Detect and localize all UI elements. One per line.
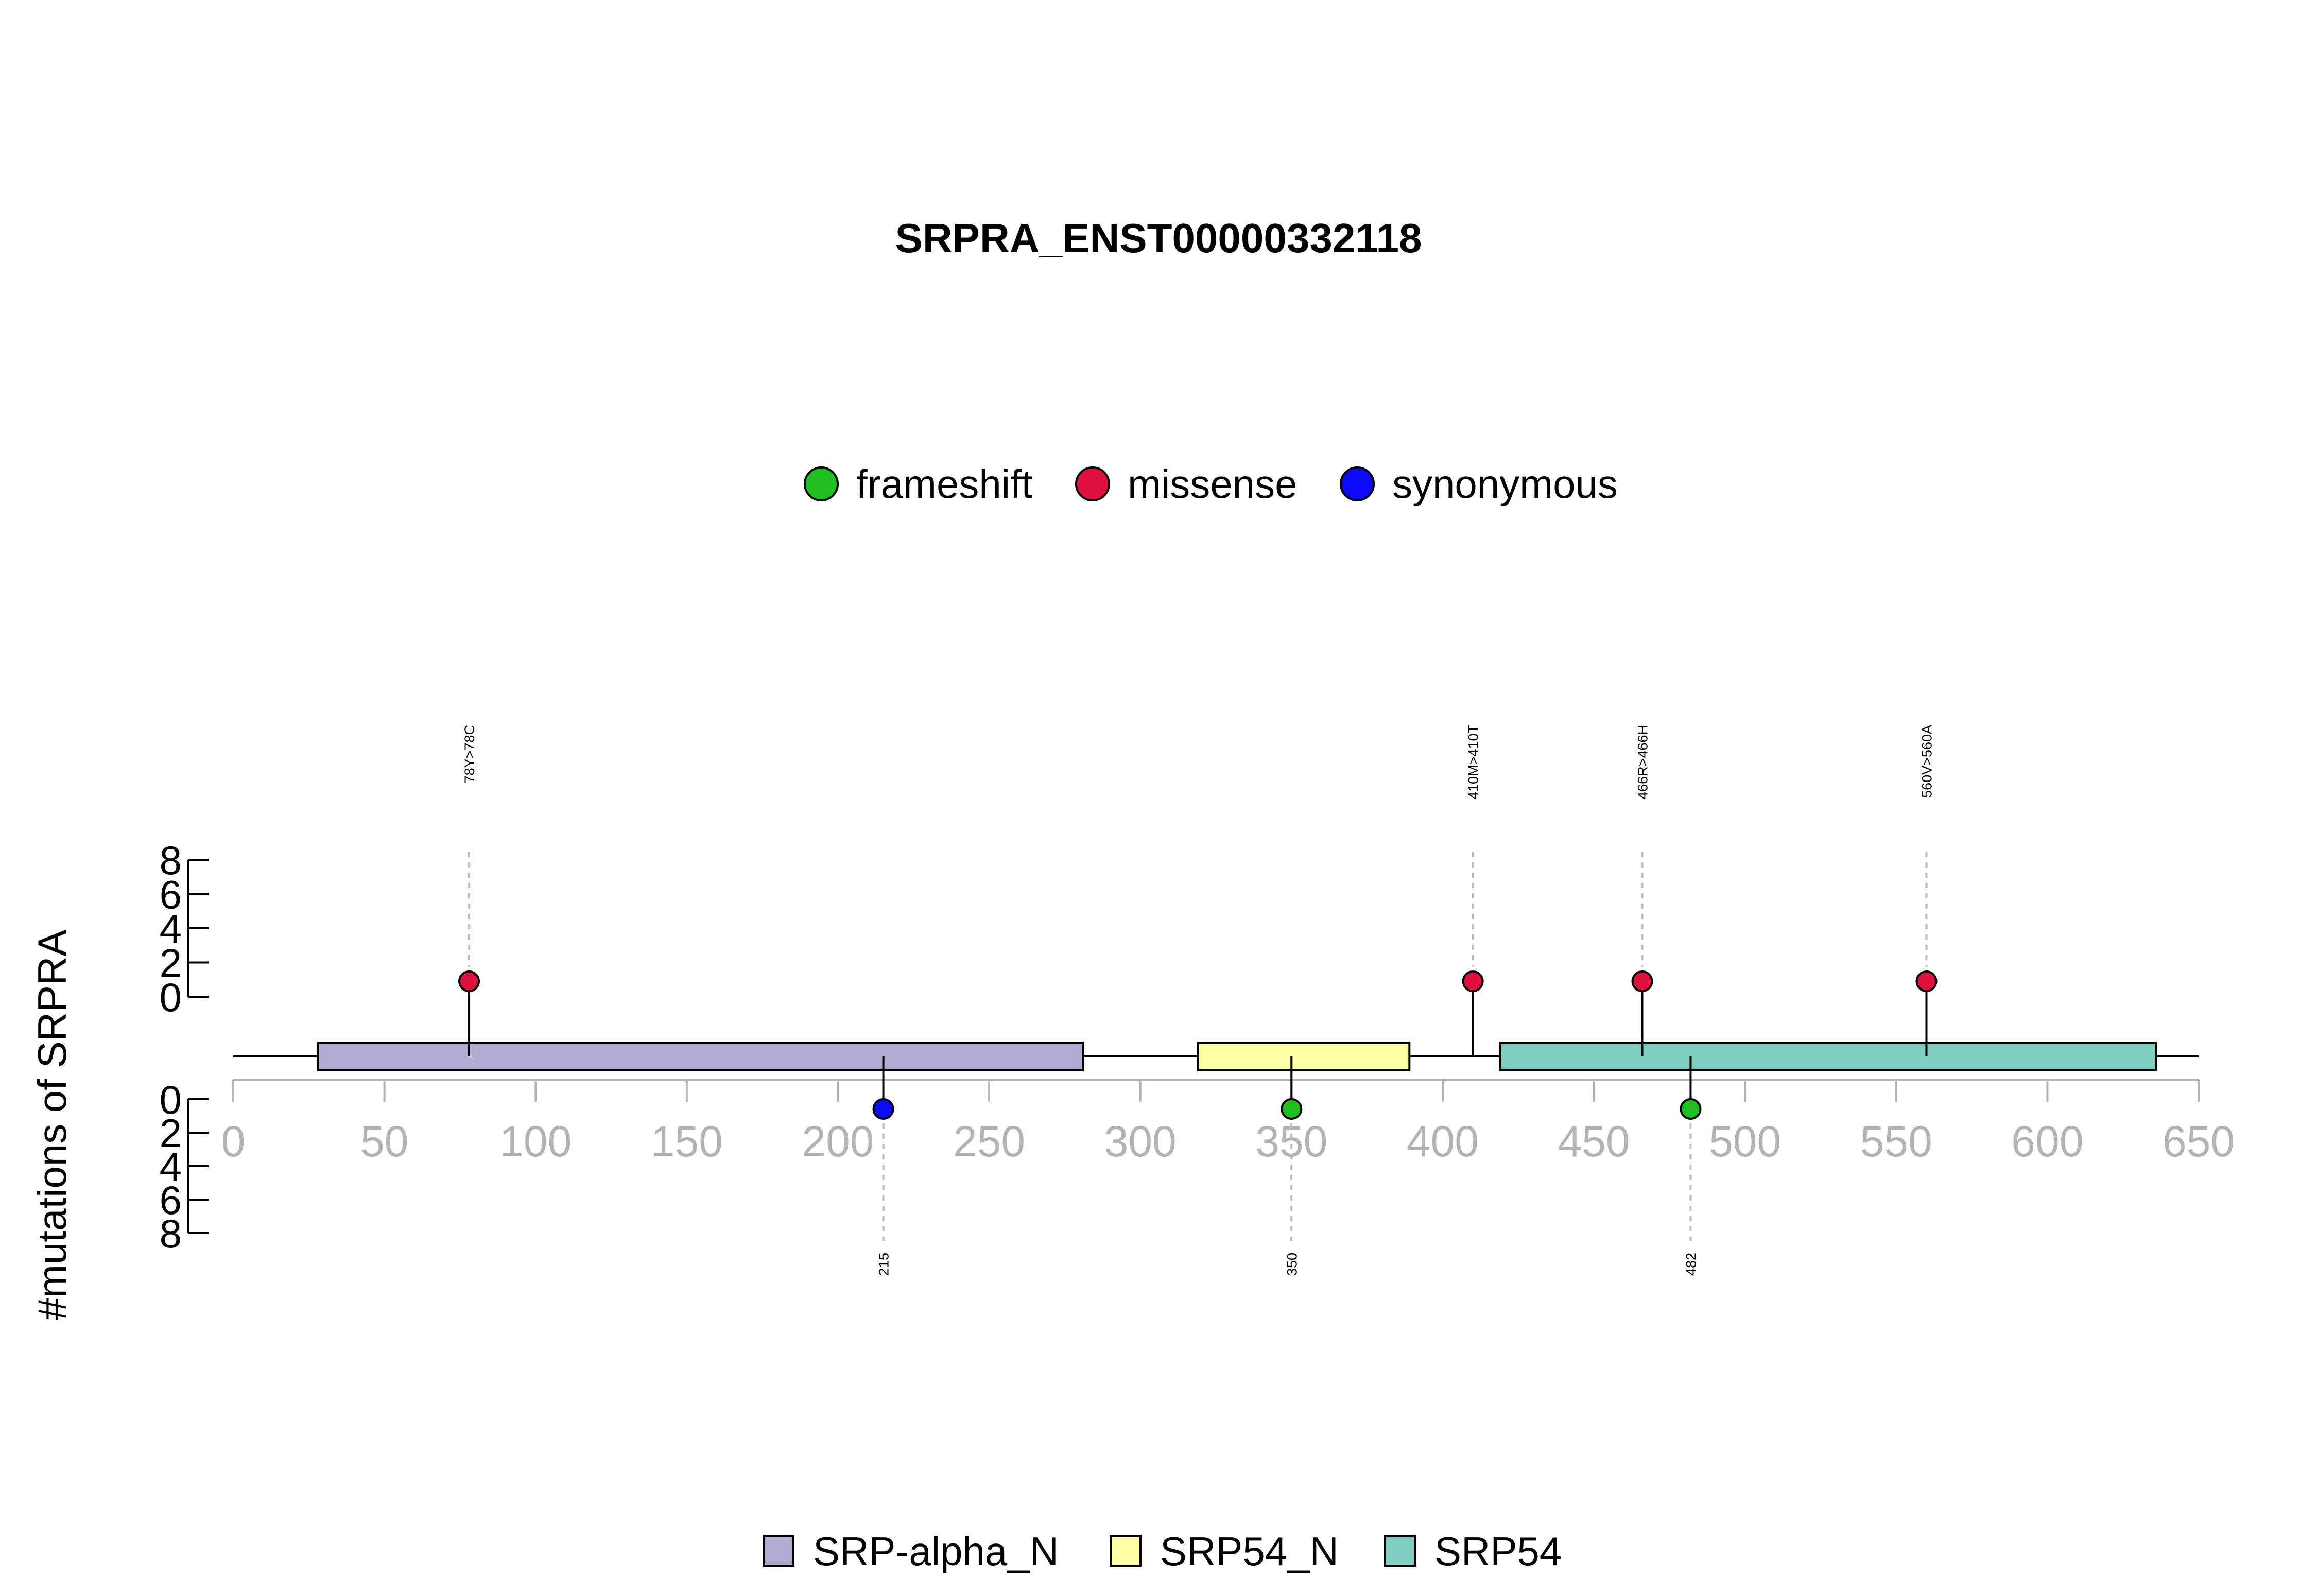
y-tick-label-top: 8 — [160, 838, 182, 883]
mutation-point — [872, 1098, 894, 1120]
y-tick-label-top: 6 — [160, 872, 182, 917]
legend-swatch-frameshift — [804, 466, 839, 501]
domain-box-SRP54_N — [1197, 1042, 1411, 1071]
x-tick-label: 400 — [1407, 1117, 1479, 1166]
mutation-215: 215 — [872, 1056, 894, 1276]
x-tick-label: 300 — [1104, 1117, 1177, 1166]
mutation-label: 350 — [1284, 1253, 1300, 1276]
x-axis: 0 50 100 150 200 250 300 350 400 450 500 550 600 650 — [221, 1079, 2235, 1166]
y-tick-label-bottom: 4 — [160, 1144, 182, 1189]
mutation-point — [1281, 1098, 1303, 1120]
x-tick-label: 450 — [1558, 1117, 1630, 1166]
domain-legend: SRP-alpha_N SRP54_N SRP54 — [763, 1529, 1562, 1574]
mutation-point — [1462, 970, 1484, 992]
x-tick-label: 200 — [802, 1117, 874, 1166]
mutation-label: 410M>410T — [1466, 725, 1481, 800]
legend-label-missense: missense — [1128, 461, 1297, 507]
mutation-410: 410M>410T — [1462, 725, 1484, 1056]
mutation-point — [1680, 1098, 1702, 1120]
domain-box-SRP-alpha_N — [317, 1042, 1084, 1071]
y-axis-label: #mutations of SRPRA — [29, 930, 75, 1321]
legend-label-frameshift: frameshift — [856, 461, 1033, 507]
x-tick-label: 550 — [1860, 1117, 1932, 1166]
domain-legend-swatch-SRP54 — [1384, 1535, 1416, 1567]
domain-boxes — [317, 1042, 2157, 1071]
mutation-label: 215 — [876, 1253, 892, 1276]
legend-swatch-missense — [1075, 466, 1110, 501]
mutation-label: 466R>466H — [1635, 725, 1650, 800]
mutation-point — [1631, 970, 1653, 992]
x-tick-label: 100 — [499, 1117, 572, 1166]
mutation-350: 350 — [1281, 1056, 1303, 1276]
domain-box-SRP54 — [1499, 1042, 2157, 1071]
domain-legend-label-SRP-alpha_N: SRP-alpha_N — [813, 1529, 1059, 1574]
x-tick-label: 50 — [360, 1117, 408, 1166]
mutation-label: 482 — [1683, 1253, 1699, 1276]
x-tick-label: 500 — [1709, 1117, 1781, 1166]
x-tick-label: 600 — [2011, 1117, 2083, 1166]
mutation-lollipops: 78Y>78C 410M>410T 466R>466H 560V>560A 215 350… — [458, 725, 1938, 1276]
chart-title: SRPRA_ENST00000332118 — [895, 215, 1422, 261]
mutation-466: 466R>466H — [1631, 725, 1653, 1056]
mutation-type-legend: frameshift missense synonymous — [804, 461, 1618, 507]
y-tick-label-bottom: 6 — [160, 1177, 182, 1223]
mutation-label: 78Y>78C — [462, 725, 477, 783]
y-tick-label-top: 2 — [160, 941, 182, 986]
y-tick-label-bottom: 2 — [160, 1111, 182, 1156]
y-tick-label-bottom: 8 — [160, 1211, 182, 1256]
y-tick-label-top: 0 — [160, 975, 182, 1020]
mutation-78: 78Y>78C — [458, 725, 480, 1056]
x-tick-label: 650 — [2163, 1117, 2235, 1166]
x-tick-label: 0 — [221, 1117, 246, 1166]
domain-legend-swatch-SRP54_N — [1110, 1535, 1142, 1567]
y-tick-label-bottom: 0 — [160, 1077, 182, 1122]
domain-legend-label-SRP54_N: SRP54_N — [1160, 1529, 1339, 1574]
mutation-point — [1915, 970, 1938, 992]
domain-legend-swatch-SRP-alpha_N — [763, 1535, 794, 1567]
mutation-482: 482 — [1680, 1056, 1702, 1276]
mutation-label: 560V>560A — [1919, 725, 1934, 798]
x-tick-label: 250 — [953, 1117, 1025, 1166]
y-tick-label-top: 4 — [160, 906, 182, 951]
domain-legend-label-SRP54: SRP54 — [1434, 1529, 1562, 1574]
legend-swatch-synonymous — [1340, 466, 1375, 501]
mutation-point — [458, 970, 480, 992]
legend-label-synonymous: synonymous — [1392, 461, 1618, 507]
x-tick-label: 150 — [651, 1117, 723, 1166]
mutation-560: 560V>560A — [1915, 725, 1938, 1056]
